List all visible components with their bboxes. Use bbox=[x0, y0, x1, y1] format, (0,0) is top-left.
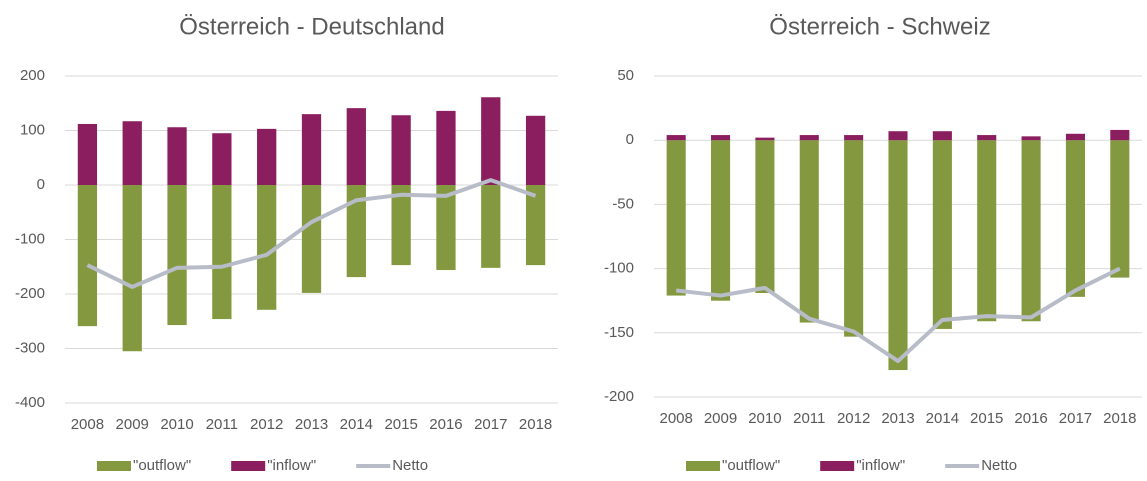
legend-swatch bbox=[686, 461, 720, 471]
line bbox=[86, 178, 537, 289]
bar bbox=[525, 185, 546, 266]
x-tick-label: 2014 bbox=[340, 416, 373, 433]
x-tick-label: 2009 bbox=[704, 410, 737, 427]
legend-swatch bbox=[97, 461, 131, 471]
y-tick-label: -50 bbox=[612, 195, 634, 212]
bar bbox=[257, 128, 277, 185]
bar bbox=[666, 135, 686, 141]
bar bbox=[212, 133, 232, 185]
y-tick-label: -100 bbox=[15, 230, 45, 247]
y-tick-label: -400 bbox=[15, 394, 45, 411]
x-tick-label: 2017 bbox=[1059, 410, 1092, 427]
x-tick-label: 2013 bbox=[295, 416, 328, 433]
bar bbox=[755, 140, 775, 293]
bar bbox=[1065, 133, 1085, 141]
bar bbox=[436, 110, 456, 185]
bar bbox=[977, 135, 997, 141]
legend-label: "inflow" bbox=[267, 457, 316, 474]
x-tick-label: 2010 bbox=[748, 410, 781, 427]
x-tick-label: 2017 bbox=[474, 416, 507, 433]
bar bbox=[346, 185, 366, 278]
x-tick-label: 2008 bbox=[71, 416, 104, 433]
bar bbox=[1110, 129, 1130, 141]
line bbox=[675, 266, 1121, 364]
bar bbox=[932, 140, 952, 329]
bar bbox=[844, 135, 864, 141]
bar bbox=[525, 115, 546, 185]
bar bbox=[77, 185, 98, 327]
bar bbox=[481, 97, 501, 185]
bar bbox=[122, 121, 142, 185]
x-tick-label: 2013 bbox=[881, 410, 914, 427]
bar bbox=[212, 185, 232, 320]
bar bbox=[436, 185, 456, 271]
bar bbox=[799, 135, 819, 141]
x-tick-label: 2008 bbox=[659, 410, 692, 427]
bar bbox=[932, 131, 952, 141]
bar bbox=[481, 185, 501, 268]
x-tick-label: 2016 bbox=[429, 416, 462, 433]
bar bbox=[346, 108, 366, 185]
bar bbox=[1110, 140, 1130, 278]
x-tick-label: 2014 bbox=[926, 410, 959, 427]
y-tick-label: 100 bbox=[20, 121, 45, 138]
legend-swatch bbox=[231, 461, 266, 471]
bar bbox=[755, 137, 775, 141]
chart-title: Österreich - Deutschland bbox=[179, 13, 444, 40]
x-tick-label: 2016 bbox=[1014, 410, 1047, 427]
y-tick-label: -300 bbox=[15, 339, 45, 356]
y-tick-label: -200 bbox=[604, 388, 634, 405]
legend-label: "outflow" bbox=[722, 457, 780, 474]
bar bbox=[799, 140, 819, 323]
y-tick-label: -100 bbox=[604, 260, 634, 277]
bar bbox=[1021, 136, 1041, 141]
y-tick-label: -200 bbox=[15, 285, 45, 302]
bar bbox=[167, 127, 187, 185]
legend-label: "inflow" bbox=[856, 457, 905, 474]
bar bbox=[711, 140, 731, 301]
bar bbox=[301, 114, 322, 185]
x-tick-label: 2018 bbox=[519, 416, 552, 433]
bar bbox=[977, 140, 997, 322]
bar bbox=[1021, 140, 1041, 322]
bar bbox=[888, 140, 908, 371]
legend-label: Netto bbox=[392, 457, 428, 474]
bar bbox=[77, 123, 98, 185]
chart-title: Österreich - Schweiz bbox=[769, 13, 990, 40]
bar bbox=[666, 140, 686, 296]
x-tick-label: 2011 bbox=[206, 416, 238, 433]
bar bbox=[1065, 140, 1085, 297]
x-tick-label: 2011 bbox=[793, 410, 825, 427]
y-tick-label: 200 bbox=[20, 67, 45, 84]
x-tick-label: 2015 bbox=[970, 410, 1003, 427]
bar bbox=[844, 140, 864, 337]
bar bbox=[301, 185, 322, 293]
y-tick-label: 0 bbox=[626, 131, 634, 148]
x-tick-label: 2012 bbox=[250, 416, 283, 433]
x-tick-label: 2009 bbox=[116, 416, 149, 433]
bar bbox=[391, 115, 411, 185]
y-tick-label: -150 bbox=[604, 324, 634, 341]
legend-swatch bbox=[820, 461, 855, 471]
x-tick-label: 2015 bbox=[384, 416, 417, 433]
bar bbox=[122, 185, 142, 352]
bar bbox=[888, 131, 908, 141]
bar bbox=[167, 185, 187, 326]
y-tick-label: 50 bbox=[617, 67, 634, 84]
legend-label: Netto bbox=[981, 457, 1017, 474]
x-tick-label: 2018 bbox=[1103, 410, 1136, 427]
y-tick-label: 0 bbox=[37, 176, 45, 193]
bar bbox=[711, 135, 731, 141]
legend-label: "outflow" bbox=[133, 457, 191, 474]
x-tick-label: 2010 bbox=[160, 416, 193, 433]
x-tick-label: 2012 bbox=[837, 410, 870, 427]
bar bbox=[391, 185, 411, 266]
bar bbox=[257, 185, 277, 310]
